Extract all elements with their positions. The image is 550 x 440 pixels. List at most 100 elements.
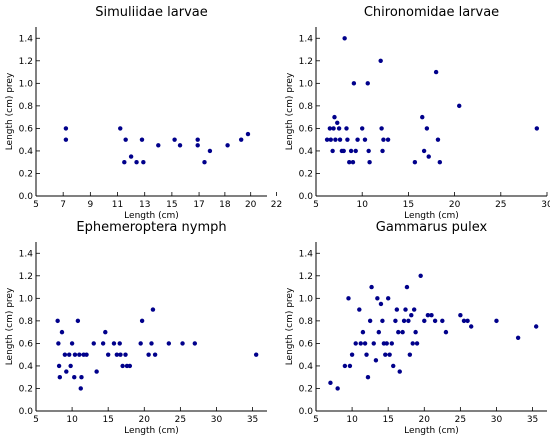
y-tick-label: 1.4 [299,249,314,259]
data-point [156,143,161,148]
x-tick-label: 25 [455,415,466,425]
data-point [365,375,371,380]
data-point [195,143,200,148]
data-point [406,318,411,324]
chart-panel: Chironomidae larvae 5 10 15 20 25 30 0.0 0.2 0.4 0… [285,5,550,221]
data-point [420,114,425,120]
x-tick-label: 5 [33,200,39,210]
data-point [418,273,423,278]
data-point [128,154,134,159]
data-point [534,126,540,131]
data-point [62,352,68,357]
data-point [172,137,177,142]
data-point [138,341,143,346]
data-point [57,375,63,380]
y-tick-label: 1.0 [299,79,314,89]
data-point [360,329,366,335]
data-point [103,329,108,335]
data-point [328,137,333,142]
y-axis-label: Length (cm) prey [5,287,15,365]
x-tick-label: 5 [313,415,319,425]
data-point [207,148,213,154]
data-point [380,318,385,324]
y-tick-label: 1.2 [299,272,313,282]
data-point [337,137,343,142]
data-point [351,81,357,86]
x-tick-label: 20 [419,415,431,425]
data-point [202,160,207,165]
data-point [387,352,392,357]
data-point [384,341,389,346]
data-point [381,137,386,142]
data-point [166,341,172,346]
data-point [111,341,117,346]
chart-title: Simuliidae larvae [95,5,208,20]
data-point [335,120,340,125]
data-point [424,126,430,131]
data-point [494,318,499,324]
data-point [94,369,99,374]
data-point [350,160,356,165]
data-point [68,363,73,369]
data-point [114,352,120,357]
data-point [342,363,348,369]
x-tick-label: 18 [219,200,231,210]
data-point [238,137,244,142]
y-tick-label: 0.6 [299,124,314,134]
data-point [422,318,427,324]
y-tick-label: 0.0 [299,192,314,202]
data-point [432,318,438,324]
data-point [373,358,379,363]
y-tick-label: 0.2 [19,384,33,394]
data-point [401,318,407,324]
y-tick-label: 1.2 [19,57,33,67]
y-tick-label: 0.2 [19,169,33,179]
data-point [330,148,335,154]
data-point [353,341,358,346]
data-point [357,307,362,312]
data-point [346,296,351,301]
data-point [150,307,156,312]
y-tick-label: 1.0 [299,294,314,304]
data-point [56,363,62,369]
data-point [332,114,337,120]
data-point [437,160,443,165]
data-point [443,329,449,335]
data-point [122,160,127,165]
x-tick-label: 30 [211,415,223,425]
x-tick-label: 25 [175,415,186,425]
y-axis-label: Length (cm) prey [5,72,15,150]
y-tick-label: 1.2 [299,57,313,67]
data-point [67,352,72,357]
data-point [331,126,336,131]
data-point [327,126,333,131]
y-tick-label: 1.4 [19,34,34,44]
data-point [355,137,360,142]
data-point [457,103,462,109]
x-tick-label: 20 [245,200,257,210]
data-point [75,318,81,324]
data-point [410,341,415,346]
y-tick-label: 0.8 [299,102,314,112]
data-point [118,352,123,357]
data-point [123,352,128,357]
data-point [458,313,463,318]
y-tick-label: 0.6 [19,339,34,349]
data-point [59,329,65,335]
data-point [78,386,83,391]
x-tick-label: 22 [271,200,282,210]
y-tick-label: 0.4 [19,147,34,157]
data-point [63,126,69,131]
data-point [134,160,139,165]
y-axis-label: Length (cm) prey [285,72,295,150]
data-point [353,148,358,154]
data-point [400,329,405,335]
x-tick-label: 11 [112,200,123,210]
data-point [100,341,106,346]
chart-panel: Simuliidae larvae 5 7 9 11 13 15 17 18 20 22 0.0 0.2… [5,5,282,221]
y-tick-label: 0.8 [299,317,314,327]
x-tick-label: 15 [102,415,113,425]
data-point [389,341,394,346]
data-point [375,296,380,301]
data-point [376,329,382,335]
